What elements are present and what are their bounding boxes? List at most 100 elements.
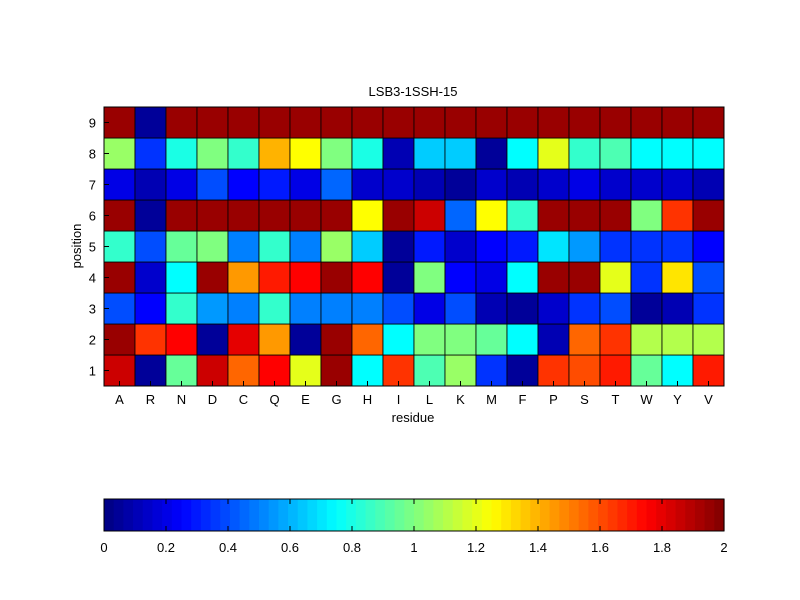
heatmap-cell-I-7 bbox=[382, 168, 415, 201]
y-tick-label: 7 bbox=[89, 178, 96, 193]
heatmap-cell-H-8 bbox=[351, 137, 384, 170]
heatmap-cell-V-2 bbox=[692, 323, 725, 356]
heatmap-cell-V-8 bbox=[692, 137, 725, 170]
x-tick-label: D bbox=[208, 392, 217, 407]
heatmap-cell-G-4 bbox=[320, 261, 353, 294]
x-tick-label: S bbox=[580, 392, 589, 407]
heatmap-cell-W-9 bbox=[630, 106, 663, 139]
heatmap-cell-N-6 bbox=[165, 199, 198, 232]
heatmap-cell-F-5 bbox=[506, 230, 539, 263]
heatmap-cell-K-8 bbox=[444, 137, 477, 170]
colorbar-segment bbox=[278, 499, 289, 531]
colorbar-segment bbox=[297, 499, 309, 531]
heatmap-cell-C-3 bbox=[227, 292, 260, 325]
heatmap-cell-H-6 bbox=[351, 199, 384, 232]
heatmap-cell-I-4 bbox=[382, 261, 415, 294]
heatmap-cell-K-2 bbox=[444, 323, 477, 356]
colorbar-tick-label: 1.2 bbox=[467, 540, 485, 555]
colorbar-segment bbox=[501, 499, 512, 531]
heatmap-cell-N-5 bbox=[165, 230, 198, 263]
colorbar-segment bbox=[588, 499, 599, 531]
colorbar-segment bbox=[685, 499, 696, 531]
heatmap-cell-R-1 bbox=[134, 354, 167, 387]
heatmap-cell-S-4 bbox=[568, 261, 601, 294]
colorbar-tick-label: 0.6 bbox=[281, 540, 299, 555]
colorbar-segment bbox=[317, 499, 328, 531]
heatmap-cell-M-7 bbox=[475, 168, 508, 201]
heatmap-cell-E-7 bbox=[289, 168, 322, 201]
colorbar-segment bbox=[133, 499, 144, 531]
heatmap-cell-K-3 bbox=[444, 292, 477, 325]
heatmap-cell-T-3 bbox=[599, 292, 632, 325]
heatmap-cell-P-5 bbox=[537, 230, 570, 263]
heatmap-cell-M-8 bbox=[475, 137, 508, 170]
heatmap-cell-R-5 bbox=[134, 230, 167, 263]
heatmap-cell-E-6 bbox=[289, 199, 322, 232]
heatmap-cell-Q-2 bbox=[258, 323, 291, 356]
colorbar-segment bbox=[181, 499, 192, 531]
colorbar-segment bbox=[336, 499, 347, 531]
heatmap-cell-M-6 bbox=[475, 199, 508, 232]
heatmap-cell-H-4 bbox=[351, 261, 384, 294]
colorbar-segment bbox=[491, 499, 502, 531]
heatmap-cell-M-5 bbox=[475, 230, 508, 263]
heatmap-cell-A-4 bbox=[103, 261, 136, 294]
colorbar-segment bbox=[171, 499, 183, 531]
colorbar-segment bbox=[520, 499, 531, 531]
heatmap-cell-T-5 bbox=[599, 230, 632, 263]
heatmap-cell-L-8 bbox=[413, 137, 446, 170]
heatmap-cell-W-6 bbox=[630, 199, 663, 232]
heatmap-cell-T-8 bbox=[599, 137, 632, 170]
heatmap-cell-G-8 bbox=[320, 137, 353, 170]
x-tick-label: C bbox=[239, 392, 248, 407]
heatmap-cell-Y-4 bbox=[661, 261, 694, 294]
heatmap-cell-G-5 bbox=[320, 230, 353, 263]
heatmap-cell-P-2 bbox=[537, 323, 570, 356]
colorbar-segment bbox=[249, 499, 260, 531]
x-tick-label: A bbox=[115, 392, 124, 407]
heatmap-cell-D-5 bbox=[196, 230, 229, 263]
colorbar-segment bbox=[607, 499, 619, 531]
heatmap-cell-Y-5 bbox=[661, 230, 694, 263]
x-tick-label: F bbox=[519, 392, 527, 407]
colorbar-segment bbox=[443, 499, 454, 531]
x-tick-label: T bbox=[612, 392, 620, 407]
colorbar-segment bbox=[152, 499, 163, 531]
heatmap-cell-W-4 bbox=[630, 261, 663, 294]
colorbar-segment bbox=[656, 499, 667, 531]
heatmap-cell-L-9 bbox=[413, 106, 446, 139]
heatmap-cell-S-1 bbox=[568, 354, 601, 387]
heatmap-cell-N-8 bbox=[165, 137, 198, 170]
heatmap-cell-F-4 bbox=[506, 261, 539, 294]
colorbar-segment bbox=[646, 499, 657, 531]
chart-title: LSB3-1SSH-15 bbox=[369, 84, 458, 99]
heatmap-cell-C-9 bbox=[227, 106, 260, 139]
heatmap-cell-D-3 bbox=[196, 292, 229, 325]
x-tick-label: N bbox=[177, 392, 186, 407]
heatmap-cell-I-5 bbox=[382, 230, 415, 263]
x-tick-label: M bbox=[486, 392, 497, 407]
heatmap-cell-W-5 bbox=[630, 230, 663, 263]
colorbar-segment bbox=[104, 499, 115, 531]
heatmap-cell-K-4 bbox=[444, 261, 477, 294]
heatmap-cell-M-9 bbox=[475, 106, 508, 139]
heatmap-cell-P-8 bbox=[537, 137, 570, 170]
heatmap-cell-I-3 bbox=[382, 292, 415, 325]
heatmap-cell-E-4 bbox=[289, 261, 322, 294]
colorbar-segment bbox=[510, 499, 522, 531]
colorbar-ticks: 0 0.2 0.4 0.6 0.8 1 1.2 1.4 1.6 1.8 2 bbox=[100, 499, 728, 555]
heatmap-cell-T-4 bbox=[599, 261, 632, 294]
heatmap-cell-S-3 bbox=[568, 292, 601, 325]
heatmap-cell-R-9 bbox=[134, 106, 167, 139]
colorbar-segment bbox=[414, 499, 425, 531]
colorbar-segment bbox=[375, 499, 386, 531]
heatmap-cell-P-6 bbox=[537, 199, 570, 232]
y-tick-label: 4 bbox=[89, 271, 96, 286]
y-tick-label: 3 bbox=[89, 302, 96, 317]
colorbar-tick-label: 0.2 bbox=[157, 540, 175, 555]
heatmap-cell-Y-3 bbox=[661, 292, 694, 325]
heatmap-cell-D-6 bbox=[196, 199, 229, 232]
colorbar-segment bbox=[627, 499, 638, 531]
colorbar-segment bbox=[288, 499, 299, 531]
colorbar-segment bbox=[675, 499, 686, 531]
